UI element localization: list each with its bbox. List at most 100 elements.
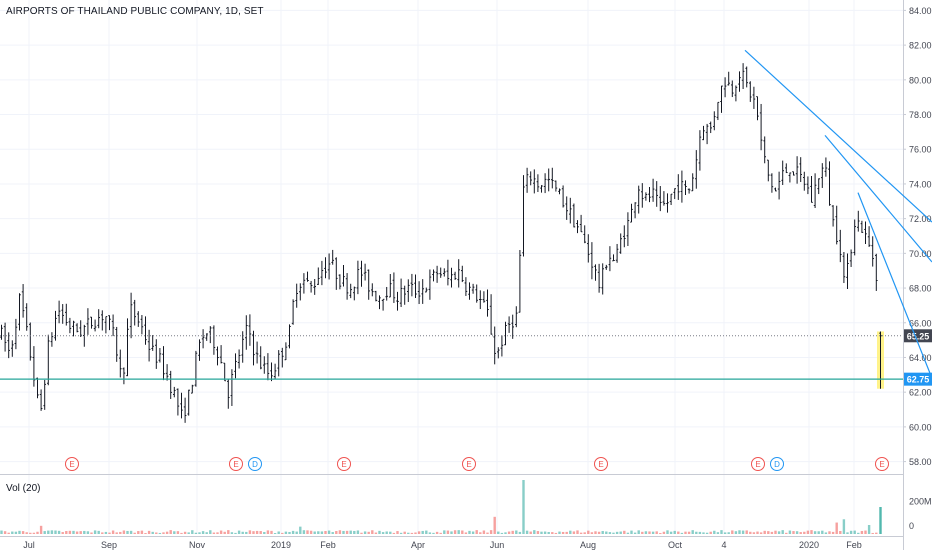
time-axis-label: Apr	[411, 540, 425, 550]
volume-bar	[576, 530, 579, 534]
volume-bar	[824, 532, 828, 534]
volume-bar	[11, 531, 14, 534]
volume-bar	[374, 532, 378, 534]
volume-bar	[399, 532, 403, 534]
volume-bar	[147, 530, 151, 534]
volume-bar	[54, 530, 57, 534]
volume-bar	[367, 531, 370, 534]
volume-bar	[273, 533, 277, 534]
earnings-event-marker[interactable]	[462, 457, 476, 471]
volume-bar	[435, 531, 439, 534]
volume-bar	[594, 531, 597, 534]
volume-bar	[335, 531, 338, 534]
volume-bar	[428, 532, 432, 534]
volume-bar	[21, 531, 25, 534]
volume-bar	[767, 531, 770, 534]
volume-bar	[320, 531, 324, 534]
volume-bar	[75, 531, 79, 534]
trendline[interactable]	[857, 192, 932, 379]
volume-bar	[227, 530, 230, 534]
volume-bar	[324, 531, 327, 534]
volume-bar	[353, 530, 356, 534]
volume-bar	[842, 519, 846, 534]
volume-bar	[565, 531, 568, 534]
event-marker-label: E	[466, 460, 471, 469]
earnings-event-marker[interactable]	[594, 457, 608, 471]
volume-bar	[158, 532, 162, 534]
volume-bar	[309, 530, 313, 534]
volume-bar	[687, 531, 691, 534]
dividend-event-marker[interactable]	[248, 457, 262, 471]
volume-bar	[583, 532, 586, 534]
volume-bar	[392, 532, 396, 534]
trendline[interactable]	[824, 134, 932, 263]
price-axis-label: 62.00	[909, 388, 932, 398]
volume-bar	[680, 532, 684, 534]
price-axis-label: 68.00	[909, 284, 932, 294]
volume-bar	[331, 532, 334, 534]
volume-bar	[219, 530, 223, 534]
trendline[interactable]	[744, 49, 932, 223]
volume-bar	[821, 530, 824, 534]
volume-bar	[673, 530, 676, 534]
volume-bar	[813, 531, 817, 534]
volume-bar	[547, 531, 550, 534]
earnings-event-marker[interactable]	[65, 457, 79, 471]
time-axis-label: 4	[721, 540, 726, 550]
volume-bar	[666, 530, 669, 534]
volume-bar	[731, 530, 734, 534]
volume-bar	[378, 530, 381, 534]
volume-bar	[417, 531, 421, 534]
volume-bar	[561, 531, 565, 534]
volume-bar	[551, 532, 554, 534]
earnings-event-marker[interactable]	[229, 457, 243, 471]
earnings-event-marker[interactable]	[337, 457, 351, 471]
event-marker-label: E	[233, 460, 238, 469]
volume-bar	[360, 532, 363, 534]
volume-bar	[407, 532, 410, 534]
volume-bar	[97, 530, 100, 534]
volume-bar	[839, 530, 842, 534]
volume-bar	[468, 530, 471, 534]
time-axis-label: Feb	[320, 540, 336, 550]
volume-bar	[497, 531, 500, 534]
support-value: 62.75	[907, 375, 930, 385]
volume-bar	[381, 532, 385, 534]
volume-bar	[79, 531, 82, 534]
volume-bar	[137, 531, 140, 534]
volume-bar	[223, 531, 226, 534]
price-axis-label: 74.00	[909, 179, 932, 189]
earnings-event-marker[interactable]	[875, 457, 889, 471]
volume-bar	[212, 532, 216, 534]
volume-bar	[302, 530, 306, 534]
volume-bar	[860, 530, 864, 534]
volume-bar	[727, 532, 730, 534]
volume-bar	[371, 530, 374, 534]
volume-bar	[637, 530, 640, 534]
volume-bar	[482, 530, 486, 534]
volume-bar	[623, 530, 626, 534]
volume-bar	[500, 532, 504, 534]
volume-bar	[180, 532, 183, 534]
volume-bar	[176, 531, 180, 534]
volume-bar	[241, 531, 244, 534]
volume-bar	[450, 531, 453, 534]
volume-bar	[698, 531, 702, 534]
volume-bar	[835, 522, 838, 534]
volume-bar	[695, 531, 698, 534]
dividend-event-marker[interactable]	[770, 457, 784, 471]
volume-bar	[849, 530, 853, 534]
earnings-event-marker[interactable]	[751, 457, 765, 471]
volume-bar	[122, 530, 126, 534]
volume-bar	[777, 531, 781, 534]
volume-bar	[705, 532, 709, 534]
volume-bar	[317, 531, 320, 534]
volume-bar	[651, 531, 655, 534]
volume-bar	[536, 531, 540, 534]
volume-bar	[644, 531, 648, 534]
volume-bar	[507, 531, 511, 534]
volume-bar	[201, 531, 205, 534]
volume-bar	[788, 530, 792, 534]
event-marker-label: E	[879, 460, 884, 469]
